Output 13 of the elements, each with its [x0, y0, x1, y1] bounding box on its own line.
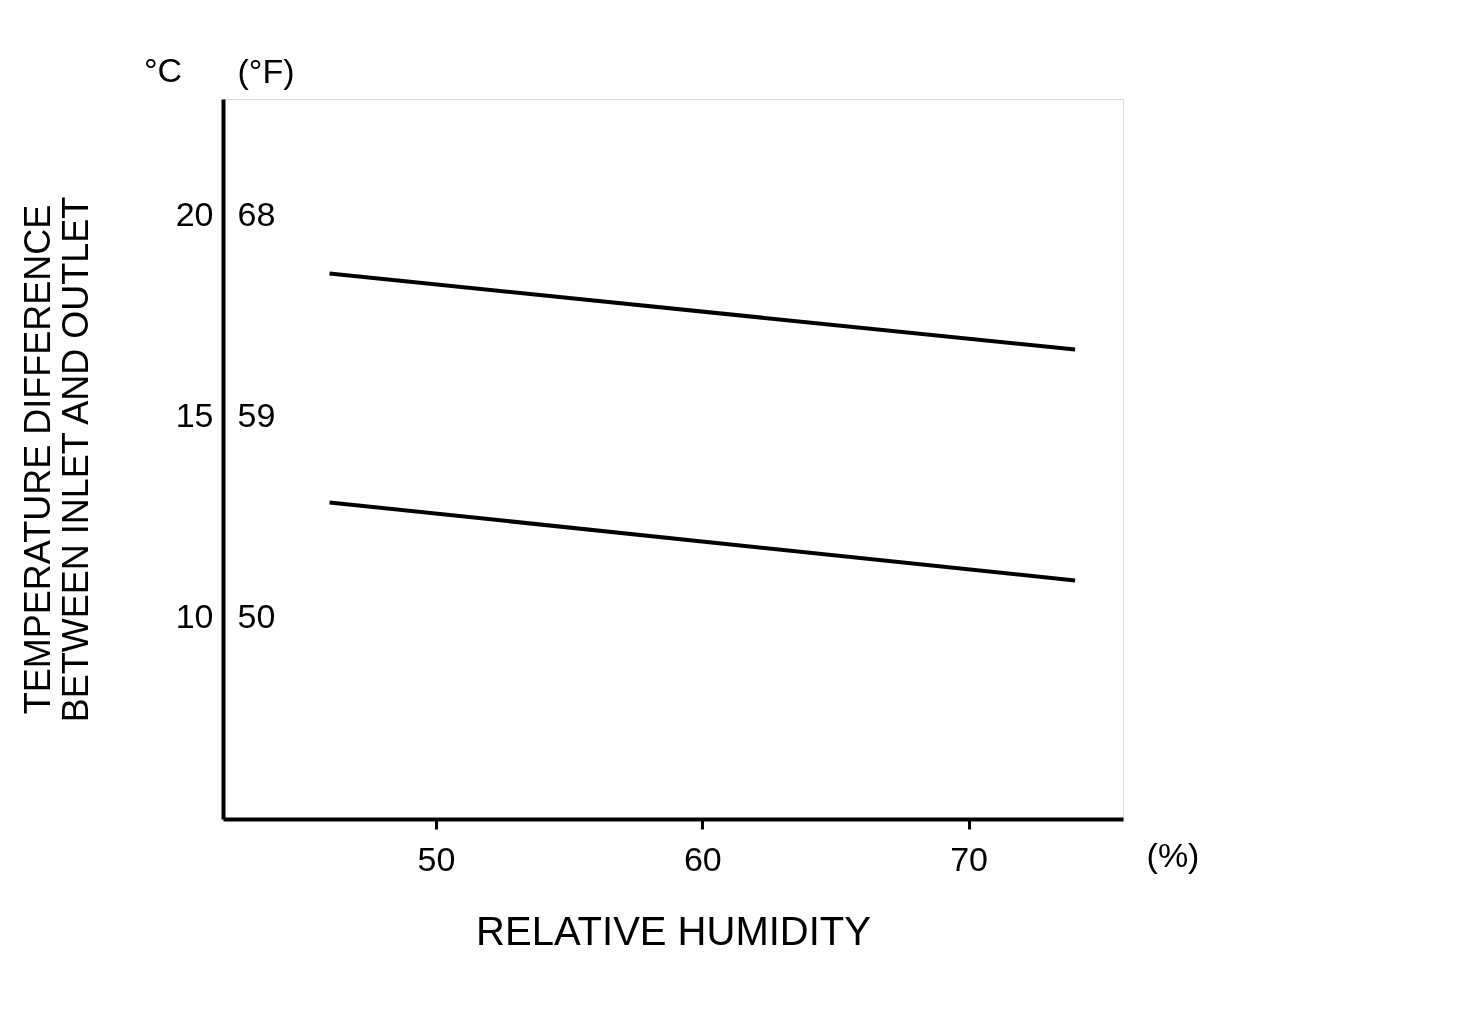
- y-tick-label: 10: [175, 597, 214, 636]
- text: °C: [143, 51, 183, 89]
- y-tick-label: 15: [175, 396, 214, 435]
- x-axis-title: RELATIVE HUMIDITY: [476, 908, 871, 953]
- y2-tick-label: 59: [237, 396, 276, 435]
- x-tick-label: 70: [950, 839, 988, 878]
- y2-tick-label: 50: [237, 597, 276, 636]
- x-tick-label: 60: [683, 839, 722, 878]
- x-tick-label: 50: [417, 839, 456, 878]
- y2-tick-label: 68: [237, 194, 276, 233]
- text: (%): [1146, 836, 1200, 874]
- y-tick-label: 20: [175, 195, 214, 234]
- y2-axis-title: (°F): [237, 51, 295, 90]
